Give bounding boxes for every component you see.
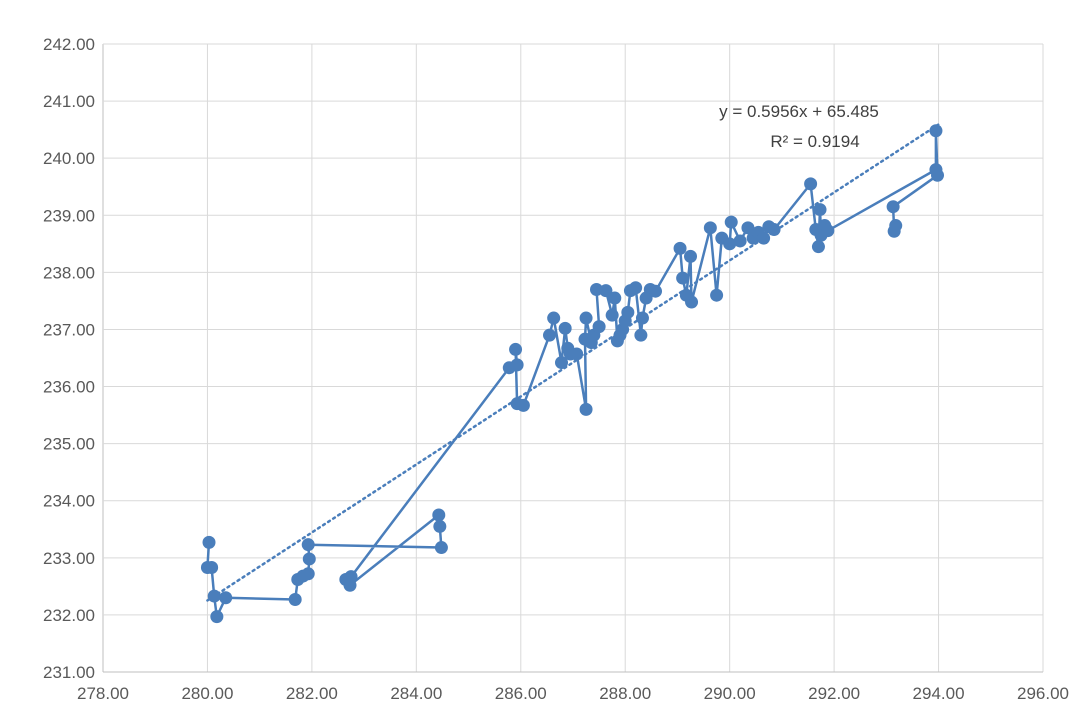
data-point (673, 241, 687, 255)
grid (102, 43, 1044, 673)
data-point (767, 223, 781, 237)
data-point (741, 221, 755, 235)
x-tick-label: 292.00 (808, 684, 860, 703)
y-tick-label: 236.00 (43, 378, 95, 397)
data-point (710, 288, 724, 302)
data-point (684, 249, 697, 263)
trendline-equation: y = 0.5956x + 65.485 (719, 102, 879, 121)
data-point (635, 311, 649, 325)
series (200, 124, 945, 624)
data-point (555, 356, 569, 370)
y-tick-label: 237.00 (43, 320, 95, 339)
data-point (543, 328, 556, 342)
data-point (757, 231, 771, 245)
data-point (433, 519, 447, 533)
x-tick-label: 288.00 (599, 684, 651, 703)
data-point (724, 215, 738, 229)
data-point (629, 281, 643, 295)
x-tick-label: 282.00 (286, 684, 338, 703)
data-point (886, 200, 900, 214)
x-tick-label: 278.00 (77, 684, 129, 703)
y-tick-label: 242.00 (43, 35, 95, 54)
series-line (206, 129, 939, 618)
data-point (509, 342, 523, 356)
data-point (821, 224, 835, 238)
data-point (889, 219, 903, 233)
data-point (590, 282, 603, 296)
y-tick-label: 233.00 (43, 549, 95, 568)
data-point (621, 305, 635, 319)
data-point (804, 177, 818, 191)
data-point (547, 311, 561, 325)
x-tick-label: 290.00 (704, 684, 756, 703)
data-point (608, 291, 622, 305)
data-point (516, 398, 530, 412)
trendline-path (206, 123, 940, 602)
data-point (205, 561, 219, 575)
y-tick-label: 234.00 (43, 492, 95, 511)
y-tick-label: 239.00 (43, 206, 95, 225)
data-point (634, 328, 648, 342)
y-tick-label: 235.00 (43, 435, 95, 454)
x-tick-label: 280.00 (181, 684, 233, 703)
trendline (206, 123, 940, 602)
data-point (676, 271, 690, 285)
data-point (811, 240, 825, 254)
data-point (570, 347, 584, 361)
data-point (599, 284, 613, 298)
trendline-r-squared: R² = 0.9194 (770, 132, 859, 151)
data-point (344, 570, 358, 584)
data-point (592, 320, 606, 334)
x-tick-label: 286.00 (495, 684, 547, 703)
data-point (929, 124, 943, 138)
y-tick-label: 241.00 (43, 92, 95, 111)
x-tick-label: 296.00 (1017, 684, 1069, 703)
data-point (685, 295, 699, 309)
data-point (434, 541, 448, 555)
x-tick-label: 284.00 (390, 684, 442, 703)
tick-labels: 278.00 280.00 282.00 284.00 286.00 288.00 290.… (43, 35, 1069, 703)
data-point (605, 308, 619, 322)
data-point (703, 221, 717, 235)
y-tick-label: 231.00 (43, 663, 95, 682)
data-point (219, 591, 233, 605)
data-point (301, 567, 315, 581)
data-point (288, 592, 302, 606)
data-point (558, 321, 572, 335)
x-tick-label: 294.00 (913, 684, 965, 703)
data-point (432, 508, 446, 522)
data-point (510, 358, 524, 372)
data-point (579, 402, 593, 416)
data-point (579, 311, 593, 325)
data-point (813, 203, 827, 217)
data-point (210, 610, 224, 624)
data-point (202, 535, 216, 549)
y-tick-label: 232.00 (43, 606, 95, 625)
data-point (302, 552, 316, 566)
y-tick-label: 238.00 (43, 263, 95, 282)
data-point (733, 234, 747, 248)
data-point (649, 284, 663, 298)
data-point (723, 237, 737, 251)
data-point (931, 168, 945, 182)
data-point (207, 589, 221, 603)
y-tick-label: 240.00 (43, 149, 95, 168)
data-point (301, 538, 315, 552)
